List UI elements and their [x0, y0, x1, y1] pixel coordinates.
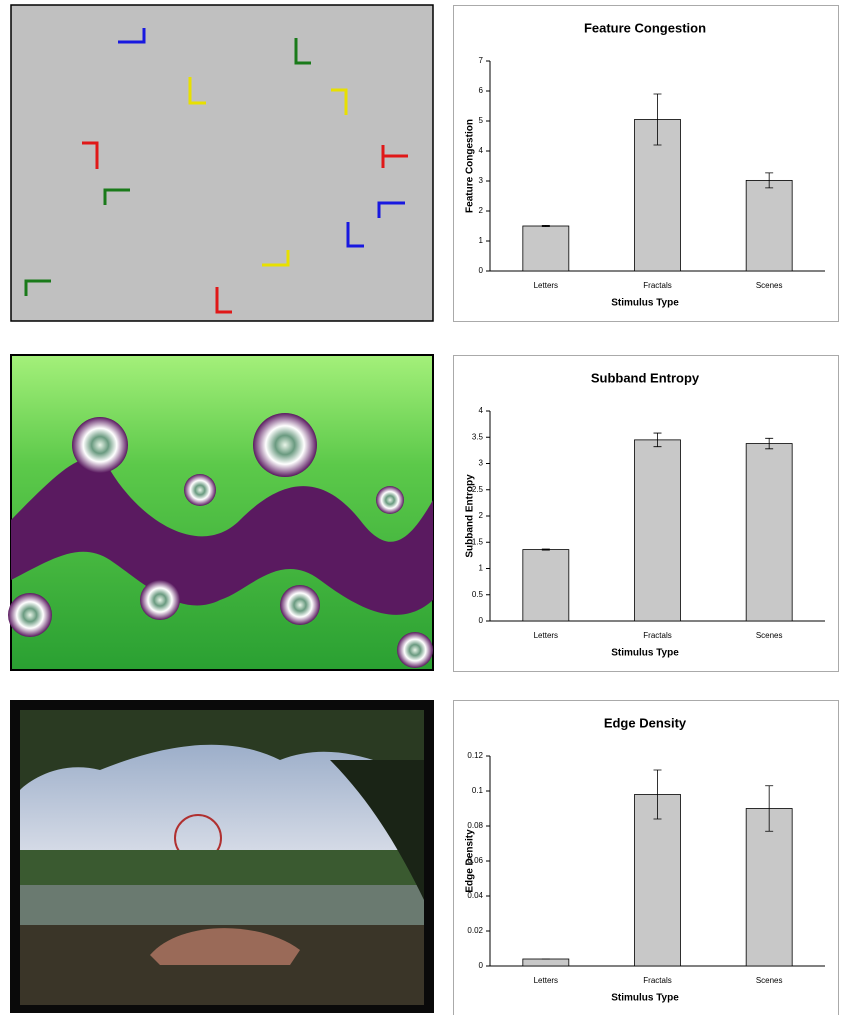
- y-tick-label: 0: [479, 961, 484, 970]
- y-tick-label: 2: [479, 511, 484, 520]
- bar: [523, 550, 569, 621]
- y-tick-label: 0.12: [467, 751, 483, 760]
- y-tick-label: 2: [479, 206, 484, 215]
- scene-stimulus: [10, 700, 434, 1013]
- x-tick-label: Fractals: [643, 631, 671, 640]
- figure: Feature Congestion Stimulus Type Feature C…: [0, 0, 841, 1015]
- x-tick-label: Fractals: [643, 281, 671, 290]
- x-tick-label: Letters: [534, 976, 558, 985]
- y-tick-label: 1.5: [472, 537, 484, 546]
- bar: [746, 180, 792, 271]
- x-tick-label: Fractals: [643, 976, 671, 985]
- y-tick-label: 2.5: [472, 485, 484, 494]
- x-tick-label: Scenes: [756, 976, 783, 985]
- y-tick-label: 0.5: [472, 590, 484, 599]
- x-tick-label: Letters: [534, 281, 558, 290]
- y-axis-label: Feature Congestion: [465, 119, 476, 213]
- y-tick-label: 3.5: [472, 432, 484, 441]
- bar: [523, 959, 569, 966]
- y-tick-label: 3: [479, 459, 484, 468]
- y-tick-label: 4: [479, 146, 484, 155]
- y-tick-label: 0.06: [467, 856, 483, 865]
- y-tick-label: 0.1: [472, 786, 484, 795]
- bar: [523, 226, 569, 271]
- y-tick-label: 4: [479, 406, 484, 415]
- bar: [635, 795, 681, 967]
- y-tick-label: 0.08: [467, 821, 483, 830]
- bar: [746, 444, 792, 621]
- y-tick-label: 5: [479, 116, 484, 125]
- fractal-stimulus: [8, 355, 433, 670]
- x-tick-label: Letters: [534, 631, 558, 640]
- y-tick-label: 3: [479, 176, 484, 185]
- x-axis-label: Stimulus Type: [611, 993, 679, 1004]
- y-tick-label: 7: [479, 56, 484, 65]
- letters-stimulus: [11, 5, 433, 321]
- bar: [635, 440, 681, 621]
- y-tick-label: 0.04: [467, 891, 483, 900]
- x-tick-label: Scenes: [756, 631, 783, 640]
- y-tick-label: 6: [479, 86, 484, 95]
- x-axis-label: Stimulus Type: [611, 648, 679, 659]
- y-tick-label: 1: [479, 236, 484, 245]
- y-tick-label: 1: [479, 564, 484, 573]
- y-tick-label: 0: [479, 266, 484, 275]
- y-tick-label: 0.02: [467, 926, 483, 935]
- bar: [746, 809, 792, 967]
- chart-title: Subband Entropy: [591, 370, 700, 385]
- chart-title: Feature Congestion: [584, 20, 706, 35]
- y-tick-label: 0: [479, 616, 484, 625]
- x-axis-label: Stimulus Type: [611, 298, 679, 309]
- chart-title: Edge Density: [604, 715, 687, 730]
- x-tick-label: Scenes: [756, 281, 783, 290]
